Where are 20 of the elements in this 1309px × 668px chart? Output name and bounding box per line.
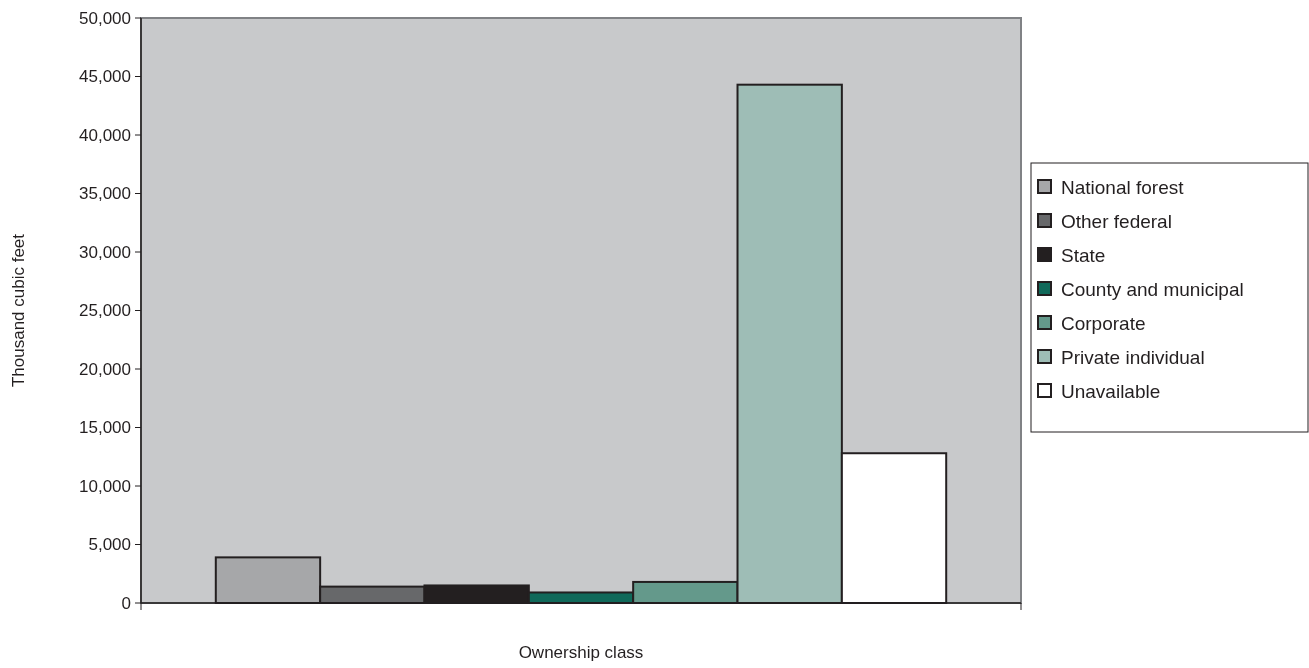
y-tick-label: 30,000 xyxy=(79,242,131,262)
y-tick-label: 40,000 xyxy=(79,125,131,145)
x-axis-title: Ownership class xyxy=(518,643,644,662)
y-tick-label: 35,000 xyxy=(79,184,131,204)
y-tick-label: 15,000 xyxy=(79,418,131,438)
y-tick-label: 25,000 xyxy=(79,301,131,321)
legend-label: Other federal xyxy=(1061,210,1172,232)
legend-label: Private individual xyxy=(1061,346,1205,368)
y-axis-title: Thousand cubic feet xyxy=(9,233,28,388)
y-tick-label: 10,000 xyxy=(79,476,131,496)
legend-label: Corporate xyxy=(1061,312,1146,334)
y-tick-label: 50,000 xyxy=(79,8,131,28)
y-tick-label: 5,000 xyxy=(88,535,131,555)
legend-label: Unavailable xyxy=(1061,380,1161,402)
legend-label: State xyxy=(1061,244,1106,266)
y-tick-label: 0 xyxy=(121,593,131,613)
y-tick-label: 20,000 xyxy=(79,359,131,379)
y-tick-label: 45,000 xyxy=(79,67,131,87)
legend-label: National forest xyxy=(1061,176,1185,198)
legend-label: County and municipal xyxy=(1061,278,1244,300)
